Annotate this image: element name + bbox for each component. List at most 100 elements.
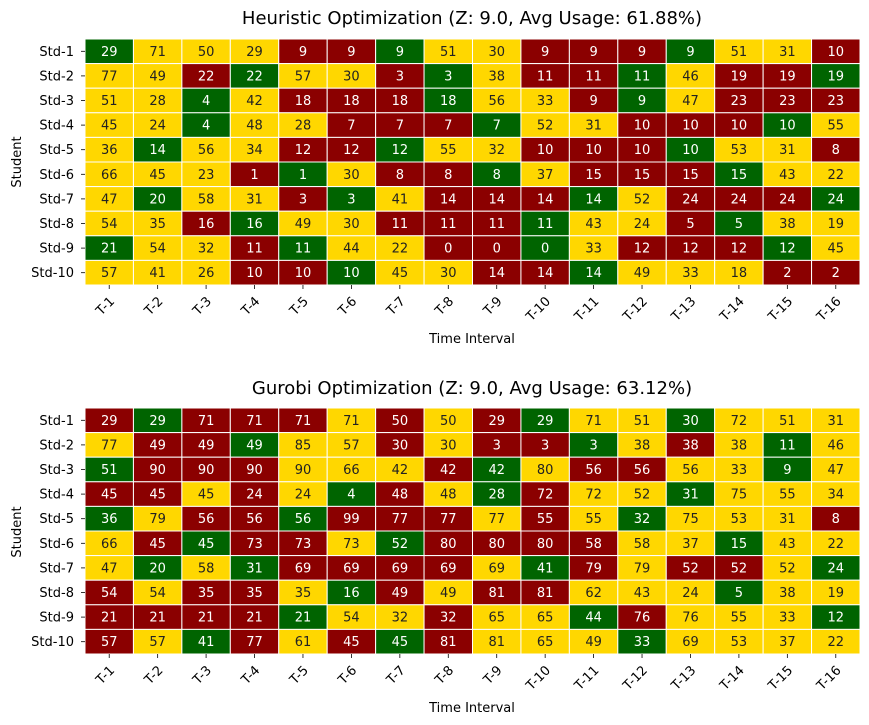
cell-value-label: 9 [783,463,791,478]
cell-value-label: 3 [444,69,452,84]
cell-value-label: 14 [149,143,166,158]
cell-value-label: 23 [198,168,215,183]
cell-value-label: 56 [682,463,699,478]
x-tick-label: T-4 [238,663,263,688]
cell-value-label: 56 [198,143,215,158]
cell-value-label: 14 [585,266,602,281]
cell-value-label: 35 [295,586,312,601]
heatmap-cell [617,136,667,163]
heatmap-cell [229,136,280,163]
y-tick-label: Std-10 [31,266,74,281]
cell-value-label: 10 [343,266,360,281]
cell-value-label: 55 [779,488,796,503]
cell-value-label: 75 [682,512,699,527]
cell-value-label: 18 [295,94,312,109]
cell-value-label: 69 [392,561,409,576]
cell-value-label: 14 [488,192,505,207]
x-tick-label: T-14 [717,663,748,694]
heatmap-cell [229,259,280,286]
cell-value-label: 15 [682,168,699,183]
cell-value-label: 52 [392,537,409,552]
cell-value-label: 45 [343,635,360,650]
cell-value-label: 8 [493,168,501,183]
cell-value-label: 47 [828,463,845,478]
cell-value-label: 45 [149,488,166,503]
heatmap-cell [423,210,473,237]
heatmap-cell [472,456,522,483]
cell-value-label: 10 [295,266,312,281]
heatmap-cell [714,604,764,630]
heatmap-cell [811,530,861,557]
heatmap-cell [714,38,764,65]
cell-value-label: 24 [779,192,796,207]
heatmap-cell [665,87,716,114]
cell-value-label: 11 [779,438,796,453]
cell-value-label: 77 [101,438,118,453]
heatmap-cell [375,432,425,458]
cell-value-label: 5 [735,217,743,232]
cell-value-label: 71 [246,414,263,429]
x-tick-label: T-9 [480,663,505,688]
cell-value-label: 52 [634,488,651,503]
heatmap-cell [665,579,716,606]
cell-value-label: 37 [779,635,796,650]
x-axis-label: Time Interval [428,332,515,347]
heatmap-cell [278,604,328,630]
heatmap-cell [326,259,377,286]
cell-value-label: 30 [488,45,505,60]
cell-value-label: 16 [246,217,263,232]
cell-value-label: 52 [731,561,748,576]
cell-value-label: 33 [779,611,796,626]
cell-value-label: 49 [585,635,602,650]
heatmap-cell [762,432,813,458]
cell-value-label: 16 [198,217,215,232]
cell-value-label: 45 [198,537,215,552]
cell-value-label: 23 [779,94,796,109]
cell-value-label: 31 [246,561,263,576]
cell-value-label: 57 [101,635,118,650]
cell-value-label: 45 [101,119,118,134]
cell-value-label: 90 [149,463,166,478]
heatmap-cell [229,235,280,261]
cell-value-label: 24 [682,586,699,601]
heatmap-cell [472,210,522,237]
cell-value-label: 12 [343,143,360,158]
cell-value-label: 48 [392,488,409,503]
cell-value-label: 9 [347,45,355,60]
cell-value-label: 42 [488,463,505,478]
cell-value-label: 66 [343,463,360,478]
heatmap-cell [811,481,861,507]
heatmap-cell [617,38,667,65]
y-tick-label: Std-10 [31,635,74,650]
heatmap-cell [568,210,619,237]
cell-value-label: 85 [295,438,312,453]
heatmap-cell [762,63,813,89]
cell-value-label: 49 [634,266,651,281]
cell-value-label: 18 [440,94,457,109]
cell-value-label: 49 [392,586,409,601]
heatmap-cell [375,63,425,89]
cell-value-label: 21 [101,611,118,626]
heatmap-cell [520,579,570,606]
cell-value-label: 9 [638,94,646,109]
cell-value-label: 11 [537,217,554,232]
cell-value-label: 29 [246,45,263,60]
cell-value-label: 38 [731,438,748,453]
y-tick-label: Std-2 [39,438,74,453]
cell-value-label: 66 [101,168,118,183]
cell-value-label: 77 [392,512,409,527]
heatmap-cell [811,38,861,65]
cell-value-label: 58 [585,537,602,552]
cell-value-label: 71 [149,45,166,60]
cell-value-label: 71 [343,414,360,429]
x-tick-label: T-2 [141,663,166,688]
cell-value-label: 19 [779,69,796,84]
cell-value-label: 12 [731,242,748,257]
cell-value-label: 8 [444,168,452,183]
heatmap-cell [132,112,183,138]
heatmap-cell [811,579,861,606]
heatmap-cell [375,112,425,138]
cell-value-label: 10 [246,266,263,281]
cell-value-label: 51 [101,94,118,109]
